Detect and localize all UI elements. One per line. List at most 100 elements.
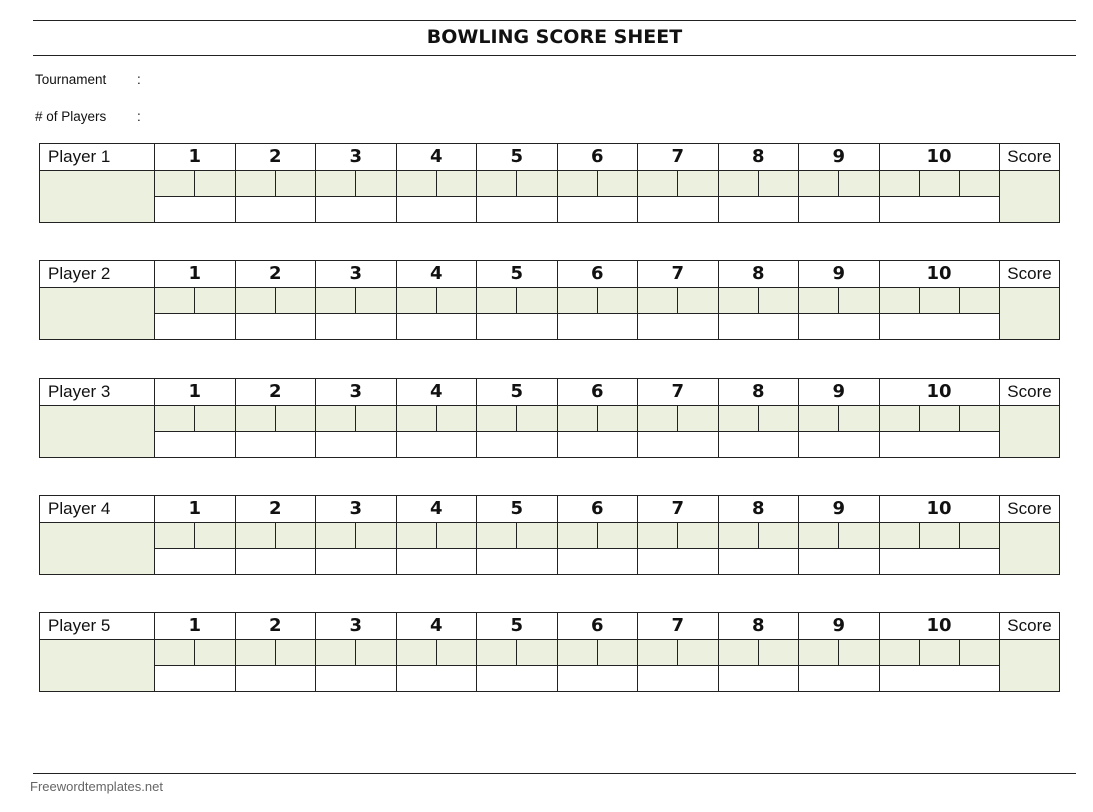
ball-box[interactable] bbox=[435, 170, 477, 197]
ball-box[interactable] bbox=[958, 522, 1000, 549]
frame-total-box[interactable] bbox=[878, 196, 1000, 223]
ball-box[interactable] bbox=[154, 522, 196, 549]
frame-total-box[interactable] bbox=[798, 665, 880, 692]
frame-total-box[interactable] bbox=[234, 665, 316, 692]
ball-box[interactable] bbox=[798, 522, 840, 549]
ball-box[interactable] bbox=[556, 405, 598, 432]
frame-total-box[interactable] bbox=[154, 313, 236, 340]
ball-box[interactable] bbox=[234, 522, 276, 549]
ball-box[interactable] bbox=[435, 287, 477, 314]
frame-total-box[interactable] bbox=[878, 665, 1000, 692]
frame-total-box[interactable] bbox=[395, 665, 477, 692]
ball-box[interactable] bbox=[637, 639, 679, 666]
frame-total-box[interactable] bbox=[395, 431, 477, 458]
ball-box[interactable] bbox=[918, 170, 960, 197]
ball-box[interactable] bbox=[717, 405, 759, 432]
frame-total-box[interactable] bbox=[878, 431, 1000, 458]
frame-total-box[interactable] bbox=[315, 548, 397, 575]
ball-box[interactable] bbox=[677, 287, 719, 314]
ball-box[interactable] bbox=[838, 639, 880, 666]
ball-box[interactable] bbox=[435, 405, 477, 432]
frame-total-box[interactable] bbox=[798, 313, 880, 340]
ball-box[interactable] bbox=[435, 639, 477, 666]
ball-box[interactable] bbox=[556, 639, 598, 666]
ball-box[interactable] bbox=[395, 405, 437, 432]
ball-box[interactable] bbox=[677, 522, 719, 549]
frame-total-box[interactable] bbox=[395, 548, 477, 575]
frame-total-box[interactable] bbox=[556, 431, 638, 458]
frame-total-box[interactable] bbox=[637, 431, 719, 458]
ball-box[interactable] bbox=[355, 522, 397, 549]
frame-total-box[interactable] bbox=[717, 313, 799, 340]
frame-total-box[interactable] bbox=[717, 431, 799, 458]
total-score-box[interactable] bbox=[999, 639, 1060, 692]
ball-box[interactable] bbox=[798, 287, 840, 314]
ball-box[interactable] bbox=[154, 405, 196, 432]
frame-total-box[interactable] bbox=[154, 548, 236, 575]
ball-box[interactable] bbox=[516, 639, 558, 666]
frame-total-box[interactable] bbox=[476, 313, 558, 340]
ball-box[interactable] bbox=[194, 522, 236, 549]
ball-box[interactable] bbox=[234, 639, 276, 666]
ball-box[interactable] bbox=[798, 639, 840, 666]
frame-total-box[interactable] bbox=[798, 548, 880, 575]
ball-box[interactable] bbox=[395, 170, 437, 197]
ball-box[interactable] bbox=[958, 405, 1000, 432]
player-name-entry[interactable] bbox=[39, 170, 155, 223]
frame-total-box[interactable] bbox=[637, 548, 719, 575]
frame-total-box[interactable] bbox=[878, 313, 1000, 340]
ball-box[interactable] bbox=[838, 287, 880, 314]
ball-box[interactable] bbox=[878, 287, 920, 314]
ball-box[interactable] bbox=[878, 170, 920, 197]
ball-box[interactable] bbox=[516, 405, 558, 432]
ball-box[interactable] bbox=[677, 639, 719, 666]
ball-box[interactable] bbox=[596, 170, 638, 197]
ball-box[interactable] bbox=[556, 170, 598, 197]
ball-box[interactable] bbox=[918, 522, 960, 549]
frame-total-box[interactable] bbox=[476, 665, 558, 692]
ball-box[interactable] bbox=[274, 287, 316, 314]
ball-box[interactable] bbox=[757, 170, 799, 197]
ball-box[interactable] bbox=[878, 522, 920, 549]
ball-box[interactable] bbox=[315, 287, 357, 314]
ball-box[interactable] bbox=[637, 405, 679, 432]
total-score-box[interactable] bbox=[999, 170, 1060, 223]
frame-total-box[interactable] bbox=[395, 196, 477, 223]
ball-box[interactable] bbox=[355, 639, 397, 666]
ball-box[interactable] bbox=[476, 639, 518, 666]
ball-box[interactable] bbox=[918, 405, 960, 432]
ball-box[interactable] bbox=[194, 287, 236, 314]
ball-box[interactable] bbox=[476, 287, 518, 314]
ball-box[interactable] bbox=[315, 639, 357, 666]
ball-box[interactable] bbox=[315, 170, 357, 197]
ball-box[interactable] bbox=[516, 522, 558, 549]
frame-total-box[interactable] bbox=[315, 196, 397, 223]
ball-box[interactable] bbox=[757, 522, 799, 549]
ball-box[interactable] bbox=[234, 405, 276, 432]
ball-box[interactable] bbox=[637, 287, 679, 314]
ball-box[interactable] bbox=[516, 170, 558, 197]
player-name-entry[interactable] bbox=[39, 639, 155, 692]
frame-total-box[interactable] bbox=[717, 665, 799, 692]
ball-box[interactable] bbox=[355, 405, 397, 432]
ball-box[interactable] bbox=[918, 639, 960, 666]
ball-box[interactable] bbox=[717, 639, 759, 666]
frame-total-box[interactable] bbox=[717, 548, 799, 575]
ball-box[interactable] bbox=[234, 287, 276, 314]
frame-total-box[interactable] bbox=[798, 196, 880, 223]
frame-total-box[interactable] bbox=[556, 665, 638, 692]
ball-box[interactable] bbox=[315, 522, 357, 549]
frame-total-box[interactable] bbox=[637, 665, 719, 692]
ball-box[interactable] bbox=[556, 287, 598, 314]
ball-box[interactable] bbox=[476, 170, 518, 197]
ball-box[interactable] bbox=[958, 639, 1000, 666]
ball-box[interactable] bbox=[637, 522, 679, 549]
player-name-entry[interactable] bbox=[39, 405, 155, 458]
ball-box[interactable] bbox=[154, 639, 196, 666]
ball-box[interactable] bbox=[274, 170, 316, 197]
ball-box[interactable] bbox=[315, 405, 357, 432]
frame-total-box[interactable] bbox=[315, 665, 397, 692]
total-score-box[interactable] bbox=[999, 522, 1060, 575]
ball-box[interactable] bbox=[274, 522, 316, 549]
frame-total-box[interactable] bbox=[476, 431, 558, 458]
